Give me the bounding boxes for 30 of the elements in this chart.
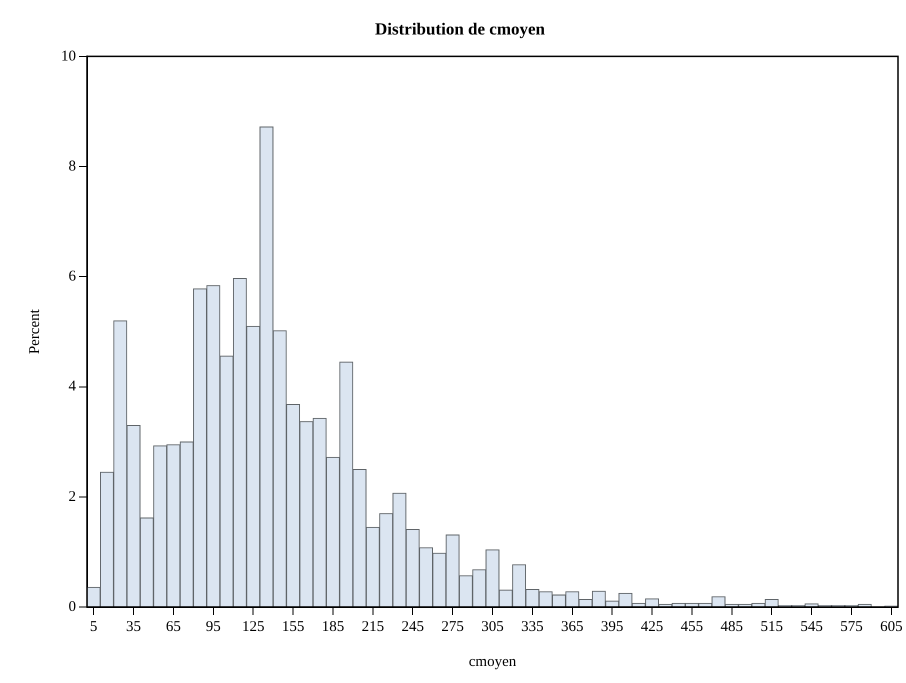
x-tick-label: 395 xyxy=(600,618,624,635)
y-axis-title: Percent xyxy=(26,308,43,354)
x-tick-label: 125 xyxy=(242,618,264,635)
x-tick-label: 335 xyxy=(521,618,544,635)
x-tick-label: 515 xyxy=(760,618,783,635)
x-tick-label: 35 xyxy=(126,618,142,635)
y-tick-label: 8 xyxy=(68,158,76,174)
x-tick-label: 65 xyxy=(166,618,181,635)
x-tick-label: 5 xyxy=(90,618,98,635)
y-tick-label: 6 xyxy=(68,268,76,285)
x-tick-label: 155 xyxy=(282,618,304,635)
y-tick-label: 4 xyxy=(68,378,76,395)
x-tick-label: 245 xyxy=(401,618,424,635)
x-tick-label: 455 xyxy=(680,618,704,635)
y-tick-label: 0 xyxy=(68,598,76,615)
x-axis-title: cmoyen xyxy=(468,654,517,670)
x-tick-label: 605 xyxy=(880,618,903,635)
x-tick-label: 305 xyxy=(481,618,504,635)
x-tick-label: 95 xyxy=(206,618,221,635)
x-tick-label: 185 xyxy=(322,618,344,635)
x-tick-label: 365 xyxy=(561,618,584,635)
chart-title: Distribution de cmoyen xyxy=(375,20,546,39)
x-tick-label: 575 xyxy=(840,618,863,635)
x-tick-label: 275 xyxy=(441,618,464,635)
y-tick-label: 10 xyxy=(61,48,76,64)
x-tick-label: 485 xyxy=(720,618,744,635)
x-tick-label: 215 xyxy=(362,618,384,635)
y-tick-label: 2 xyxy=(68,488,76,505)
x-tick-label: 545 xyxy=(800,618,823,635)
x-tick-label: 425 xyxy=(640,618,664,635)
